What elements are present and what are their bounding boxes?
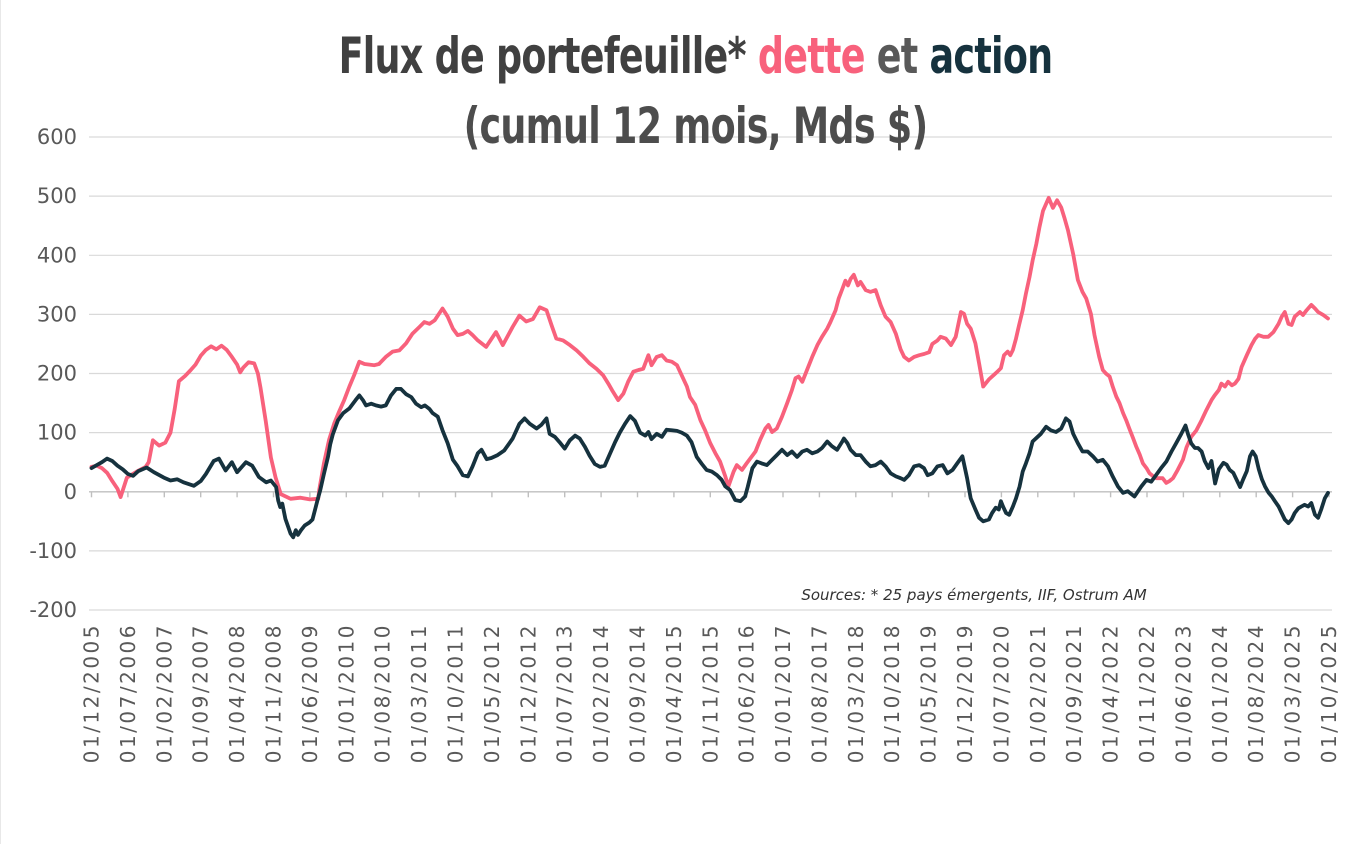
y-axis-label-600: 600 [37, 125, 77, 149]
y-axis-label-300: 300 [37, 302, 77, 326]
x-axis-label-20: 01/08/2017 [807, 623, 831, 763]
x-axis-label-5: 01/11/2008 [262, 623, 286, 763]
series-line-action [89, 387, 1330, 540]
x-axis-label-33: 01/03/2025 [1281, 623, 1305, 763]
y-axis-label--200: -200 [29, 598, 77, 622]
y-axis-label-400: 400 [37, 243, 77, 267]
x-axis-label-17: 01/11/2015 [698, 623, 722, 763]
x-axis-label-28: 01/04/2022 [1099, 623, 1123, 763]
x-axis-label-25: 01/07/2020 [989, 623, 1013, 763]
y-axis-label-100: 100 [37, 421, 77, 445]
x-axis-label-26: 01/02/2021 [1026, 623, 1050, 763]
x-axis-label-0: 01/12/2005 [80, 623, 104, 763]
x-axis-label-15: 01/09/2014 [626, 623, 650, 763]
x-axis-label-14: 01/02/2014 [589, 623, 613, 763]
source-note: Sources: * 25 pays émergents, IIF, Ostru… [801, 586, 1147, 604]
series-line-dette [89, 196, 1330, 502]
x-axis-label-4: 01/04/2008 [225, 623, 249, 763]
y-axis-label-500: 500 [37, 184, 77, 208]
x-axis-label-3: 01/09/2007 [189, 623, 213, 763]
x-axis-label-13: 01/07/2013 [553, 623, 577, 763]
x-axis-label-1: 01/07/2006 [116, 623, 140, 763]
x-axis-label-22: 01/10/2018 [880, 623, 904, 763]
x-axis-label-2: 01/02/2007 [152, 623, 176, 763]
x-axis-label-29: 01/11/2022 [1135, 623, 1159, 763]
x-axis-label-30: 01/06/2023 [1171, 623, 1195, 763]
x-axis-label-10: 01/10/2011 [444, 623, 468, 763]
x-axis-label-8: 01/08/2010 [371, 623, 395, 763]
x-axis-label-34: 01/10/2025 [1317, 623, 1341, 763]
x-axis-label-19: 01/01/2017 [771, 623, 795, 763]
x-axis-label-18: 01/06/2016 [735, 623, 759, 763]
x-axis-label-11: 01/05/2012 [480, 623, 504, 763]
x-axis-label-27: 01/09/2021 [1062, 623, 1086, 763]
x-axis-label-12: 01/12/2012 [516, 623, 540, 763]
x-axis-label-16: 01/04/2015 [662, 623, 686, 763]
y-axis-label-0: 0 [64, 480, 77, 504]
x-axis-label-7: 01/01/2010 [334, 623, 358, 763]
x-axis-label-9: 01/03/2011 [407, 623, 431, 763]
x-axis-label-24: 01/12/2019 [953, 623, 977, 763]
x-axis-label-21: 01/03/2018 [844, 623, 868, 763]
y-axis-label--100: -100 [29, 539, 77, 563]
y-axis-label-200: 200 [37, 362, 77, 386]
x-axis-label-23: 01/05/2019 [917, 623, 941, 763]
x-axis-label-6: 01/06/2009 [298, 623, 322, 763]
x-axis-label-32: 01/08/2024 [1244, 623, 1268, 763]
x-axis-label-31: 01/01/2024 [1208, 623, 1232, 763]
